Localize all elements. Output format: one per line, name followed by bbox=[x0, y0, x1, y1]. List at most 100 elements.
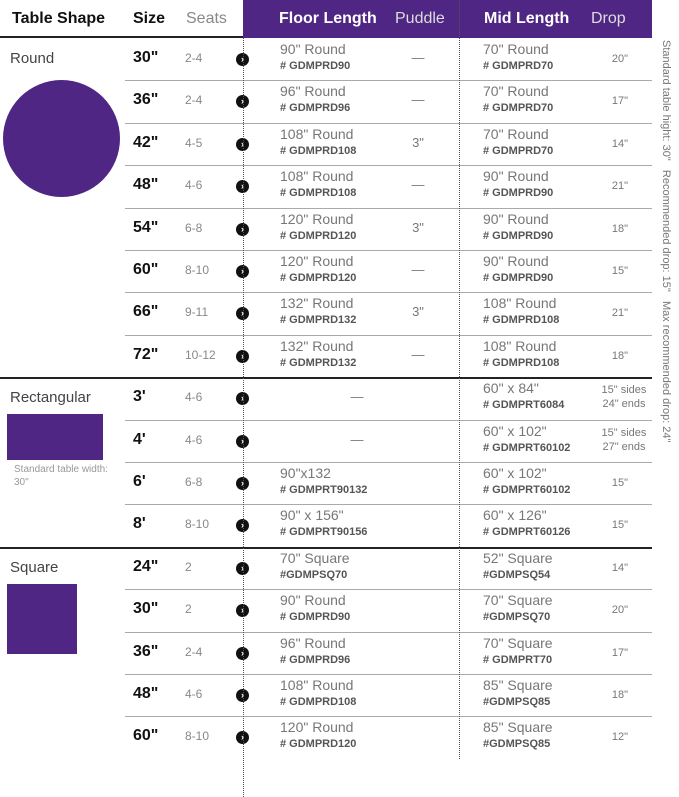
header-seats: Seats bbox=[186, 10, 227, 27]
drop: 15" bbox=[611, 519, 629, 532]
puddle: — bbox=[411, 346, 425, 362]
size: 36" bbox=[133, 642, 159, 660]
size: 42" bbox=[133, 133, 159, 151]
arrow-right-icon[interactable]: › bbox=[236, 222, 249, 236]
seats: 9-11 bbox=[185, 305, 209, 320]
table-row: 4' 4-6 › — 60" x 102" # GDMPRT60102 15" sides 2… bbox=[125, 419, 652, 462]
row-separator bbox=[125, 419, 652, 421]
floor-length-code: # GDMPRD96 bbox=[280, 102, 351, 115]
drop: 20" bbox=[611, 604, 629, 617]
square-shape bbox=[7, 583, 77, 654]
divider-dotted bbox=[459, 0, 460, 759]
floor-length-name: 90" Round bbox=[280, 592, 346, 609]
arrow-right-icon[interactable]: › bbox=[236, 392, 249, 406]
floor-length-name: 90" Round bbox=[280, 41, 346, 57]
seats: 10-12 bbox=[185, 347, 216, 362]
drop: 21" bbox=[611, 180, 629, 193]
header-size: Size bbox=[133, 10, 166, 27]
arrow-right-icon[interactable]: › bbox=[236, 688, 249, 702]
seats: 6-8 bbox=[185, 220, 203, 235]
size: 72" bbox=[133, 345, 159, 363]
drop: 21" bbox=[611, 307, 629, 320]
seats: 4-5 bbox=[185, 135, 203, 150]
arrow-right-icon[interactable]: › bbox=[236, 265, 249, 278]
mid-length-name: 108" Round bbox=[483, 337, 557, 354]
mid-length-code: #GDMPSQ85 bbox=[483, 695, 551, 708]
mid-length-name: 60" x 102" bbox=[483, 464, 547, 481]
mid-length-name: 70" Square bbox=[483, 634, 553, 651]
mid-length-code: #GDMPSQ70 bbox=[483, 611, 551, 624]
floor-length-name: 108" Round bbox=[280, 125, 354, 142]
arrow-right-icon[interactable]: › bbox=[236, 349, 249, 363]
arrow-right-icon[interactable]: › bbox=[236, 95, 249, 109]
size: 30" bbox=[133, 600, 159, 618]
row-separator bbox=[125, 673, 652, 675]
row-separator bbox=[125, 461, 652, 463]
drop: 17" bbox=[611, 95, 629, 108]
arrow-right-icon[interactable]: › bbox=[236, 476, 249, 490]
floor-length-name: 120" Round bbox=[280, 253, 354, 269]
mid-length-code: # GDMPRT60102 bbox=[483, 483, 571, 496]
mid-length-name: 90" Round bbox=[483, 168, 549, 185]
floor-length-name: 90"x132 bbox=[280, 464, 331, 481]
seats: 8-10 bbox=[185, 263, 210, 277]
seats: 2 bbox=[185, 602, 192, 617]
floor-length-name: 108" Round bbox=[280, 168, 354, 185]
header-purple-band bbox=[243, 0, 652, 38]
header-left bbox=[0, 0, 243, 38]
seats: 6-8 bbox=[185, 474, 203, 489]
arrow-right-icon[interactable]: › bbox=[236, 519, 249, 533]
mid-length-code: # GDMPRD90 bbox=[483, 272, 554, 284]
arrow-right-icon[interactable]: › bbox=[236, 137, 249, 151]
floor-length-name: 90" x 156" bbox=[280, 507, 344, 524]
row-separator bbox=[125, 631, 652, 633]
mid-length-code: # GDMPRD108 bbox=[483, 314, 560, 327]
mid-length-code: # GDMPRD90 bbox=[483, 229, 554, 242]
table-row: 60" 8-10 › 120" Round # GDMPRD120 — 90" Round #… bbox=[125, 250, 652, 292]
floor-length-name: 96" Round bbox=[280, 83, 346, 100]
mid-length-code: # GDMPRT70 bbox=[483, 653, 553, 666]
row-separator bbox=[125, 292, 652, 294]
mid-length-name: 52" Square bbox=[483, 549, 553, 566]
floor-length-name: 70" Square bbox=[280, 549, 350, 566]
mid-length-code: #GDMPSQ54 bbox=[483, 568, 551, 581]
round-shape bbox=[3, 80, 120, 197]
mid-length-code: # GDMPRD108 bbox=[483, 356, 560, 369]
mid-length-code: # GDMPRT60102 bbox=[483, 441, 571, 454]
drop: 20" bbox=[611, 53, 629, 65]
header-table-shape: Table Shape bbox=[12, 10, 106, 27]
table-row: 48" 4-6 › 108" Round # GDMPRD108 85" Square #G… bbox=[125, 673, 652, 716]
arrow-right-icon[interactable]: › bbox=[236, 307, 249, 321]
arrow-right-icon[interactable]: › bbox=[236, 731, 249, 745]
size: 24" bbox=[133, 557, 159, 575]
arrow-right-icon[interactable]: › bbox=[236, 561, 249, 575]
arrow-right-icon[interactable]: › bbox=[236, 434, 249, 448]
seats: 2 bbox=[185, 559, 192, 574]
floor-length-code: # GDMPRD120 bbox=[280, 738, 357, 751]
floor-length-dash: — bbox=[350, 431, 364, 447]
arrow-right-icon[interactable]: › bbox=[236, 53, 249, 66]
table-row: 36" 2-4 › 96" Round # GDMPRD96 70" Square # GD… bbox=[125, 631, 652, 674]
floor-length-code: # GDMPRD120 bbox=[280, 272, 357, 284]
row-separator bbox=[125, 122, 652, 124]
shape-label: Rectangular bbox=[10, 389, 91, 407]
shape-label: Square bbox=[10, 558, 59, 576]
row-separator bbox=[125, 504, 652, 506]
mid-length-name: 90" Round bbox=[483, 253, 549, 269]
shape-note: Standard table width: 30" bbox=[14, 464, 108, 489]
floor-length-code: # GDMPRD132 bbox=[280, 356, 357, 369]
floor-length-name: 96" Round bbox=[280, 634, 346, 651]
floor-length-name: 120" Round bbox=[280, 210, 354, 227]
mid-length-name: 70" Round bbox=[483, 41, 549, 57]
arrow-right-icon[interactable]: › bbox=[236, 180, 249, 194]
floor-length-code: # GDMPRD90 bbox=[280, 60, 351, 72]
arrow-right-icon[interactable]: › bbox=[236, 604, 249, 618]
puddle: — bbox=[411, 177, 425, 193]
drop: 18" bbox=[611, 349, 629, 362]
table-row: 24" 2 › 70" Square #GDMPSQ70 52" Square #GDMPS… bbox=[125, 547, 652, 589]
arrow-right-icon[interactable]: › bbox=[236, 646, 249, 660]
drop: 14" bbox=[611, 137, 629, 150]
floor-length-code: #GDMPSQ70 bbox=[280, 568, 348, 581]
size: 36" bbox=[133, 91, 159, 109]
row-separator bbox=[125, 716, 652, 718]
